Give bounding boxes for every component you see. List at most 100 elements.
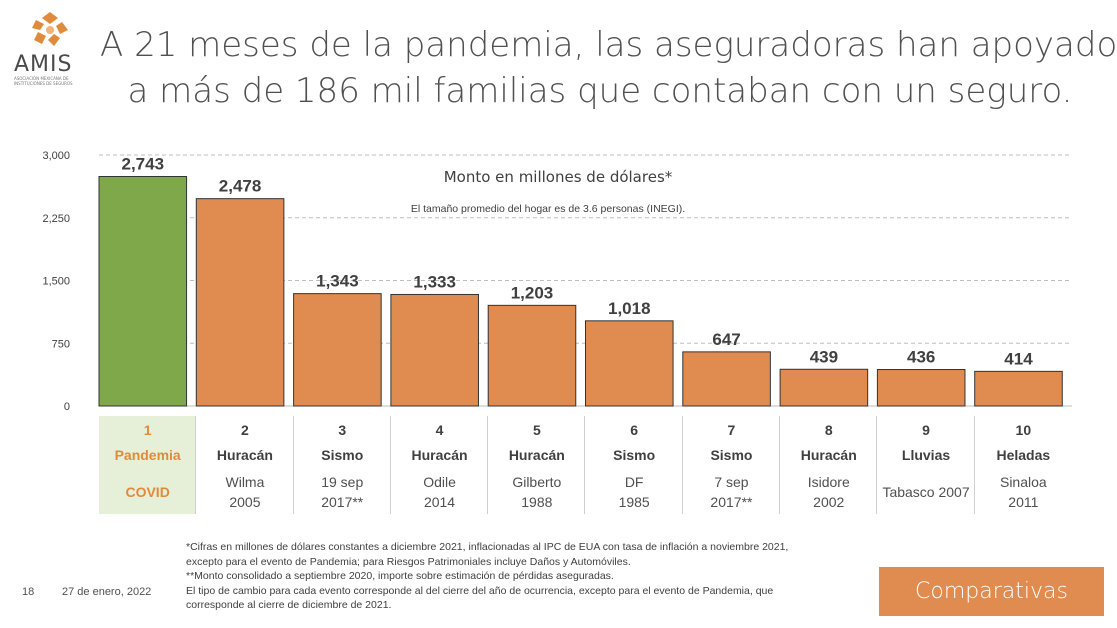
event-description: Wilma 2005 [196,472,293,512]
bar [974,370,1063,407]
event-description: Isidore 2002 [780,472,877,512]
cell-divider [973,416,975,514]
page-title-line-2: a más de 186 mil familias que contaban c… [127,71,1073,111]
bar [195,198,285,407]
chart-title: Monto en millones de dólares* [444,168,673,186]
bar [293,293,382,407]
event-type: Sismo [321,447,364,463]
event-cell: 9 Lluvias Tabasco 2007 [877,416,975,514]
page-title: A 21 meses de la pandemia, las asegurado… [100,22,1117,114]
event-description-line: 2002 [813,494,845,510]
event-rank: 1 [143,422,152,438]
event-description-line: Sinaloa [999,474,1047,490]
footnote-line: excepto para el evento de Pandemia; para… [186,555,631,568]
amis-wordmark: AMIS [14,52,73,77]
amis-logo: AMIS ASOCIACIÓN MEXICANA DE INSTITUCIONE… [14,10,94,90]
event-type: Huracán [411,447,468,463]
cell-divider [292,416,294,514]
event-description-line: 2005 [229,494,261,510]
bar-value-label: 414 [1004,349,1033,368]
event-rank: 5 [532,422,541,438]
chart-subtitle: El tamaño promedio del hogar es de 3.6 p… [411,203,685,215]
y-tick-label: 750 [52,338,70,350]
event-description-line: COVID [125,484,170,500]
event-cell: 7 Sismo 7 sep 2017** [683,416,781,514]
event-description: Tabasco 2007 [877,482,974,502]
amis-logo-icon [32,12,68,46]
bar [682,351,771,407]
bar-value-label: 647 [712,330,740,349]
event-description-line: 2014 [423,494,456,510]
event-cell: 1 Pandemia COVID [99,416,197,514]
footnote-line: *Cifras en millones de dólares constante… [186,541,789,553]
section-badge: Comparativas [879,567,1104,616]
event-description: 19 sep 2017** [294,472,391,512]
event-category-table: 1 Pandemia COVID 2 Huracán Wilma 2005 3 Sismo 19 … [99,416,1071,514]
cell-divider [876,416,878,514]
event-description-line: 2017** [710,494,753,510]
cell-divider [681,416,683,514]
event-rank: 2 [241,422,249,438]
footnotes: *Cifras en millones de dólares constante… [186,540,866,613]
presentation-date: 27 de enero, 2022 [62,586,152,598]
event-type: Huracán [800,447,857,463]
event-description: Odile 2014 [391,472,488,512]
event-cell: 4 Huracán Odile 2014 [391,416,489,514]
event-cell: 3 Sismo 19 sep 2017** [294,416,391,514]
event-cell: 10 Heladas Sinaloa 2011 [975,416,1072,514]
event-description-line: Tabasco 2007 [882,484,970,500]
event-description-line: DF [624,474,644,490]
event-type: Lluvias [901,447,951,463]
event-description: Gilberto 1988 [488,472,585,512]
bar-value-label: 1,333 [413,272,456,291]
bar-value-label: 2,478 [219,177,262,196]
cell-divider [779,416,781,514]
event-type: Sismo [710,447,753,463]
bar [779,368,869,407]
event-rank: 3 [338,422,347,438]
amis-subtitle: ASOCIACIÓN MEXICANA DE INSTITUCIONES DE … [14,76,73,86]
event-description-line: 1985 [618,494,650,510]
y-tick-label: 1,500 [42,276,70,288]
cell-divider [389,416,391,514]
event-description-line: 7 sep [714,474,749,490]
page-title-line-1: A 21 meses de la pandemia, las asegurado… [100,25,1117,65]
event-description: Sinaloa 2011 [975,472,1072,512]
event-cell: 2 Huracán Wilma 2005 [196,416,294,514]
event-description-line: Odile [423,474,456,490]
event-rank: 6 [630,422,639,438]
event-rank: 7 [727,422,736,438]
event-type: Pandemia [114,447,181,463]
event-type: Huracán [216,447,273,463]
event-description-line: 1988 [521,494,553,510]
event-description-line: 19 sep [321,474,364,490]
bar [585,320,674,407]
bar-value-label: 1,203 [511,283,554,302]
bar-value-label: 1,343 [316,272,359,291]
page-number: 18 [22,586,35,598]
y-tick-label: 0 [64,401,70,413]
bar [876,369,966,407]
event-rank: 9 [922,422,930,438]
y-tick-label: 2,250 [42,213,70,225]
event-rank: 10 [1015,422,1032,438]
footnote-line: corresponde al cierre de diciembre de 20… [186,599,392,612]
event-description-line: Wilma [225,474,265,490]
event-rank: 8 [824,422,833,438]
event-cell: 6 Sismo DF 1985 [586,416,683,514]
event-cell: 5 Huracán Gilberto 1988 [488,416,586,514]
footnote-line: El tipo de cambio para cada evento corre… [186,584,774,597]
bar [390,293,479,407]
event-description-line: Gilberto [512,474,562,490]
event-description-line: 2011 [1008,494,1039,510]
bar-value-label: 1,018 [608,299,651,318]
cell-divider [195,416,197,514]
event-description: COVID [99,482,196,502]
bar-chart: 0 750 1,500 2,250 3,000 Monto en millones de … [42,150,1072,413]
event-type: Heladas [996,447,1051,463]
event-rank: 4 [435,422,444,438]
event-cell: 8 Huracán Isidore 2002 [780,416,878,514]
footnote-line: **Monto consolidado a septiembre 2020, i… [186,570,614,583]
cell-divider [487,416,489,514]
event-description-line: Isidore [807,474,850,490]
